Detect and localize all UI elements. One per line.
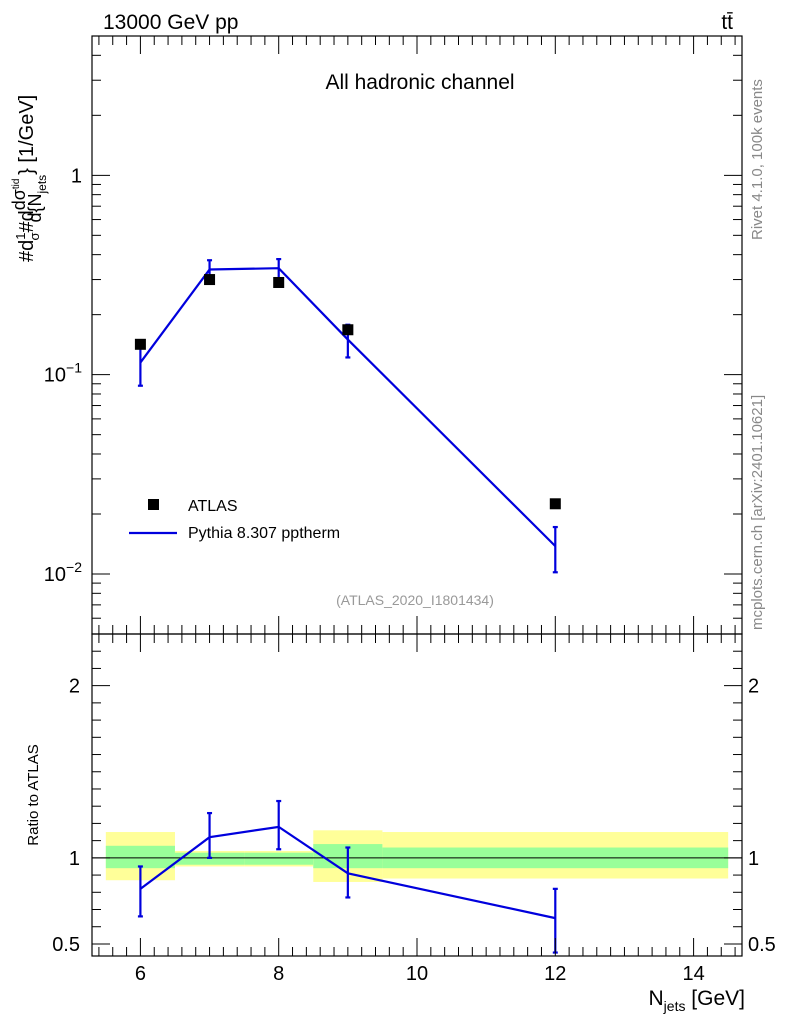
mcplots-site-label: mcplots.cern.ch [arXiv:2401.10621] <box>749 395 766 630</box>
ratio-y-tick-label-left: 2 <box>69 676 80 698</box>
ratio-marks <box>137 799 558 954</box>
legend-mc-label: Pythia 8.307 pptherm <box>188 525 340 542</box>
ratio-tick-labels: 0.5 0.51 12 26 8 10 12 14 <box>52 676 776 985</box>
ratio-y-tick-label-left: 0.5 <box>52 934 80 956</box>
atlas-data-point <box>342 324 354 336</box>
ratio-frame <box>91 633 743 957</box>
legend-data-label: ATLAS <box>188 498 238 515</box>
main-y-axis-title: #d1σ#ddσtidd{Njets} [1/GeV] <box>9 95 49 262</box>
ratio-bands <box>105 830 729 882</box>
main-y-tick-labels: 1 10−1 10−2 <box>44 165 82 586</box>
main-y-tick-label: 1 <box>71 165 82 187</box>
analysis-id: (ATLAS_2020_I1801434) <box>336 592 494 608</box>
atlas-data-point <box>273 276 285 288</box>
x-tick-label: 8 <box>273 963 284 985</box>
ratio-y-axis-title: Ratio to ATLAS <box>25 744 42 845</box>
process-label: tt̄ <box>721 11 733 34</box>
x-tick-label: 12 <box>544 963 566 985</box>
ratio-y-tick-label-left: 1 <box>69 848 80 870</box>
main-panel: 1 10−1 10−2 All hadronic channel (ATLAS_20… <box>9 35 743 635</box>
ratio-y-tick-label-right: 1 <box>748 848 759 870</box>
x-tick-label: 10 <box>406 963 428 985</box>
main-ticks <box>92 35 742 635</box>
atlas-data-point <box>134 338 146 350</box>
ratio-ticks <box>92 634 742 956</box>
x-tick-label: 14 <box>682 963 704 985</box>
main-y-tick-label: 10−2 <box>44 559 82 586</box>
x-tick-label: 6 <box>135 963 146 985</box>
atlas-data-point <box>549 498 561 510</box>
main-frame <box>91 35 743 635</box>
main-y-tick-label: 10−1 <box>44 360 82 387</box>
x-axis-title: Njets [GeV] <box>649 987 746 1014</box>
main-marks <box>134 257 561 574</box>
atlas-data-point <box>204 274 216 286</box>
ratio-y-tick-label-right: 2 <box>748 676 759 698</box>
rivet-version-label: Rivet 4.1.0, 100k events <box>749 79 766 240</box>
ratio-y-tick-label-right: 0.5 <box>748 934 776 956</box>
ratio-band-inner <box>244 852 314 865</box>
energy-label: 13000 GeV pp <box>103 11 238 34</box>
legend-data-marker <box>148 499 159 510</box>
ratio-panel: 0.5 0.51 12 26 8 10 12 14 Ratio to ATLAS Njets … <box>25 633 776 1014</box>
channel-label: All hadronic channel <box>325 71 514 94</box>
legend: ATLAS Pythia 8.307 pptherm <box>129 498 340 542</box>
ratio-band-inner <box>105 845 175 869</box>
